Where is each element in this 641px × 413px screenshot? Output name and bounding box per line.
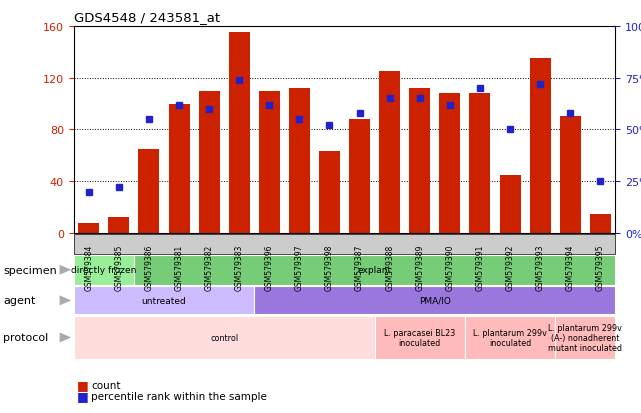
Text: GSM579389: GSM579389 xyxy=(415,244,424,290)
Bar xyxy=(319,152,340,233)
Text: specimen: specimen xyxy=(3,265,57,275)
Text: untreated: untreated xyxy=(142,296,187,305)
Bar xyxy=(199,91,220,233)
Text: GSM579391: GSM579391 xyxy=(476,244,485,290)
Text: GSM579395: GSM579395 xyxy=(596,244,605,290)
Text: agent: agent xyxy=(3,296,36,306)
Bar xyxy=(349,120,370,233)
Text: L. paracasei BL23
inoculated: L. paracasei BL23 inoculated xyxy=(384,328,455,347)
Text: GSM579382: GSM579382 xyxy=(204,244,213,290)
Bar xyxy=(169,104,190,233)
Bar xyxy=(560,117,581,233)
Bar xyxy=(409,89,430,233)
Text: GSM579394: GSM579394 xyxy=(566,244,575,290)
Bar xyxy=(229,33,250,233)
Text: GSM579396: GSM579396 xyxy=(265,244,274,290)
Text: GSM579392: GSM579392 xyxy=(506,244,515,290)
Text: GDS4548 / 243581_at: GDS4548 / 243581_at xyxy=(74,11,220,24)
Bar xyxy=(529,59,551,233)
Bar xyxy=(590,214,611,233)
Bar xyxy=(379,72,400,233)
Bar xyxy=(138,150,160,233)
Text: ■: ■ xyxy=(77,389,88,402)
Bar xyxy=(469,94,490,233)
Text: GSM579390: GSM579390 xyxy=(445,244,454,290)
Bar xyxy=(289,89,310,233)
Text: control: control xyxy=(210,333,238,342)
Text: count: count xyxy=(91,380,121,390)
Bar xyxy=(108,218,129,233)
Bar xyxy=(499,175,520,233)
Text: GSM579387: GSM579387 xyxy=(355,244,364,290)
Text: GSM579388: GSM579388 xyxy=(385,244,394,290)
Text: GSM579383: GSM579383 xyxy=(235,244,244,290)
Text: GSM579397: GSM579397 xyxy=(295,244,304,290)
Text: protocol: protocol xyxy=(3,332,49,343)
Text: L. plantarum 299v
inoculated: L. plantarum 299v inoculated xyxy=(473,328,547,347)
Text: GSM579381: GSM579381 xyxy=(174,244,183,290)
Text: directly frozen: directly frozen xyxy=(71,266,137,275)
Bar xyxy=(259,91,280,233)
Text: GSM579386: GSM579386 xyxy=(144,244,153,290)
Text: explant: explant xyxy=(358,266,392,275)
Bar xyxy=(439,94,460,233)
Text: L. plantarum 299v
(A-) nonadherent
mutant inoculated: L. plantarum 299v (A-) nonadherent mutan… xyxy=(548,323,622,352)
Text: percentile rank within the sample: percentile rank within the sample xyxy=(91,391,267,401)
Bar xyxy=(78,223,99,233)
Text: ■: ■ xyxy=(77,378,88,392)
Text: PMA/IO: PMA/IO xyxy=(419,296,451,305)
Text: GSM579384: GSM579384 xyxy=(84,244,93,290)
Text: GSM579398: GSM579398 xyxy=(325,244,334,290)
Text: GSM579393: GSM579393 xyxy=(536,244,545,290)
Text: GSM579385: GSM579385 xyxy=(114,244,123,290)
